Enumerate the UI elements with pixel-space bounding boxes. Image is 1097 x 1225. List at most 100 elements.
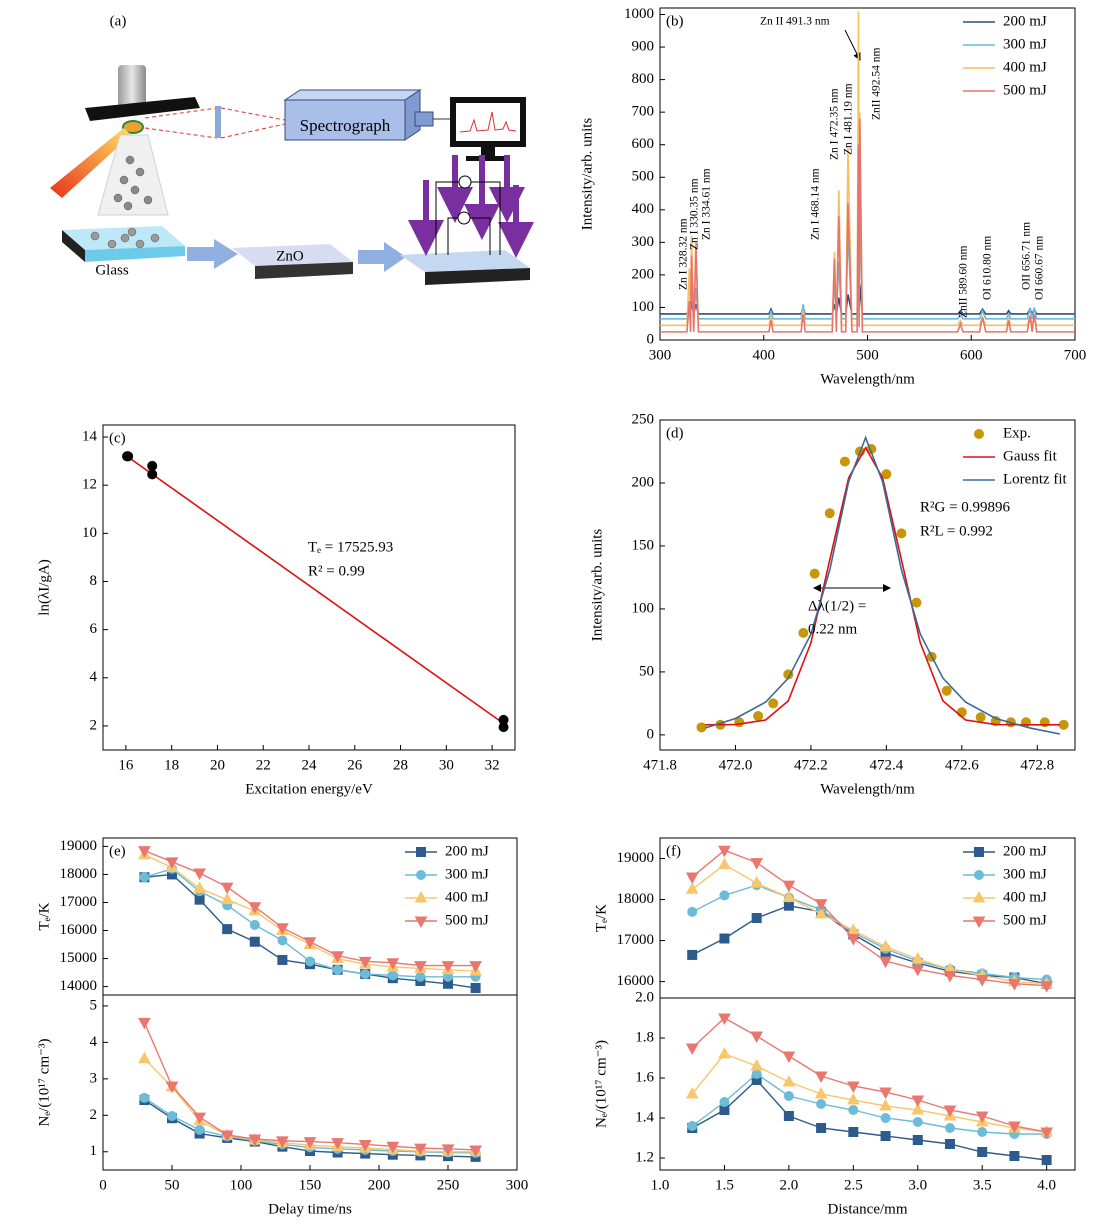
- marker: [386, 958, 400, 970]
- marker: [1009, 1151, 1020, 1161]
- marker: [783, 1111, 794, 1121]
- y-tick-label: 800: [632, 71, 655, 87]
- x-axis-label: Wavelength/nm: [820, 781, 915, 797]
- marker: [956, 707, 967, 718]
- series-line: [660, 284, 1075, 317]
- y-tick-label: 14: [82, 428, 98, 444]
- x-tick-label: 472.6: [945, 757, 979, 773]
- y-axis-label: ln(λI/gA): [36, 559, 52, 615]
- x-axis-label: Delay time/ns: [268, 1201, 352, 1217]
- marker: [331, 951, 344, 963]
- marker: [814, 906, 828, 919]
- y-tick-label: 3: [90, 1070, 98, 1086]
- legend-label: 300 mJ: [1003, 36, 1047, 52]
- x-tick-label: 1.5: [715, 1177, 734, 1193]
- marker: [276, 1136, 289, 1148]
- marker: [880, 1131, 891, 1141]
- annotation: Tₑ = 17525.93: [308, 539, 393, 555]
- panel-label: (b): [666, 13, 684, 29]
- annotation: ZnII 492.54 nm: [871, 47, 883, 120]
- series-line: [691, 1073, 1047, 1135]
- y-tick-label: 18000: [60, 866, 98, 882]
- x-tick-label: 150: [299, 1177, 322, 1193]
- uv-light: [408, 155, 534, 258]
- legend-marker: [972, 890, 986, 903]
- port: [414, 111, 434, 127]
- marker: [249, 936, 260, 947]
- marker: [839, 456, 850, 467]
- marker: [975, 975, 989, 987]
- laser-beam: [50, 128, 131, 198]
- marker: [846, 1081, 860, 1094]
- legend-marker: [416, 847, 426, 857]
- x-tick-label: 30: [439, 757, 454, 773]
- marker: [165, 857, 179, 869]
- x-tick-label: 500: [856, 347, 879, 363]
- marker: [824, 508, 835, 519]
- x-tick-label: 26: [347, 757, 363, 773]
- series-line: [691, 884, 1047, 981]
- spectrograph-label: Spectrograph: [300, 116, 391, 135]
- marker: [441, 1144, 455, 1156]
- x-axis-label: Wavelength/nm: [820, 371, 915, 387]
- marker: [941, 685, 952, 696]
- y-tick-label: 300: [632, 234, 655, 250]
- annotation: Δλ(1/2) =: [808, 598, 866, 614]
- y-tick-label: 100: [632, 299, 655, 315]
- glass-particles: [90, 227, 160, 249]
- marker: [194, 894, 205, 905]
- legend-label: Lorentz fit: [1003, 471, 1068, 487]
- marker: [276, 923, 289, 935]
- marker: [718, 857, 731, 870]
- y-tick-label: 250: [632, 411, 655, 427]
- marker: [846, 1092, 860, 1105]
- y-tick-label: 2: [90, 1107, 98, 1123]
- plot-frame: [659, 419, 1076, 751]
- x-tick-label: 32: [485, 757, 500, 773]
- marker: [123, 451, 134, 462]
- annotation: Zn II 491.3 nm: [760, 16, 830, 28]
- zno-side: [255, 262, 353, 279]
- marker: [750, 1031, 764, 1044]
- marker: [277, 954, 288, 965]
- light-path: [144, 107, 286, 139]
- series-line: [691, 904, 1047, 985]
- legend-marker: [974, 847, 984, 857]
- marker: [222, 924, 233, 935]
- marker: [414, 961, 427, 973]
- annotation: Zn I 330.35 nm: [689, 178, 701, 250]
- marker: [386, 1141, 400, 1154]
- marker: [943, 970, 957, 983]
- marker: [687, 1121, 698, 1131]
- y-tick-label: 400: [632, 201, 655, 217]
- marker: [332, 964, 343, 975]
- series-line: [691, 1079, 1047, 1161]
- marker: [750, 858, 764, 870]
- x-tick-label: 471.8: [643, 757, 677, 773]
- marker: [1041, 1155, 1052, 1165]
- arrow: [187, 239, 238, 269]
- x-tick-label: 3.0: [908, 1177, 927, 1193]
- y-tick-label: 18000: [617, 891, 655, 907]
- y-tick-label: 100: [632, 600, 655, 616]
- legend-label: Gauss fit: [1003, 448, 1058, 464]
- legend-label: 500 mJ: [1003, 82, 1047, 98]
- series-line: [144, 854, 476, 972]
- annotation: R²L = 0.992: [920, 523, 993, 539]
- lens: [215, 106, 221, 138]
- series-line: [660, 11, 1075, 327]
- annotation: R²G = 0.99896: [920, 499, 1011, 515]
- y-tick-label: 1.4: [635, 1109, 654, 1125]
- series-line: [660, 203, 1075, 320]
- annotation: Zn I 472.35 nm: [829, 88, 841, 160]
- annotation: 0.22 nm: [808, 621, 858, 637]
- spectrograph-side: [404, 89, 421, 141]
- marker: [1008, 979, 1021, 991]
- x-tick-label: 0: [99, 1177, 107, 1193]
- annotation: OI 610.80 nm: [982, 236, 994, 300]
- zno-slab: [232, 244, 353, 266]
- x-tick-label: 18: [164, 757, 179, 773]
- y-tick-label: 17000: [617, 932, 655, 948]
- x-tick-label: 700: [1064, 347, 1087, 363]
